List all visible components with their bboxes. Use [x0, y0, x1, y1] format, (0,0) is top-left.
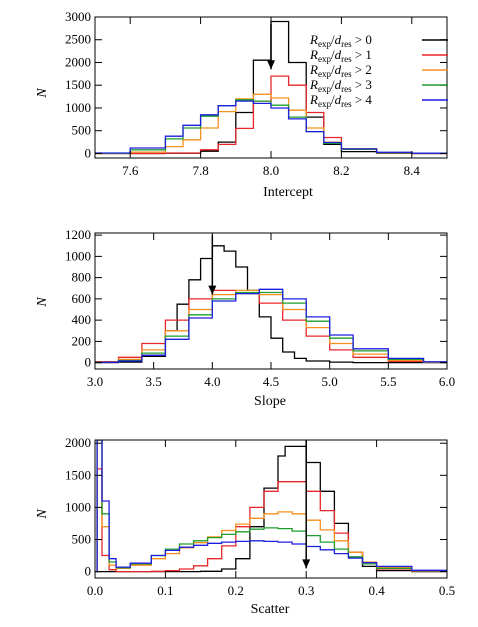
slope-series-0 — [95, 245, 447, 364]
legend-entry: Rexp/dres > 4 — [309, 92, 448, 109]
legend-label: Rexp/dres > 2 — [309, 62, 372, 79]
slope-x-axis-title: Slope — [254, 394, 286, 409]
scatter-x-tick-label: 0.2 — [228, 583, 244, 598]
scatter-plot-frame — [94, 439, 448, 579]
legend-entry: Rexp/dres > 2 — [309, 62, 448, 79]
slope-x-tick-label: 4.0 — [204, 374, 220, 389]
scatter-y-tick-label: 1500 — [65, 467, 91, 482]
slope-arrow-layer — [208, 235, 217, 295]
slope-y-tick-label: 1200 — [65, 227, 91, 242]
scatter-y-tick-label: 0 — [85, 564, 92, 579]
slope-plot-frame — [94, 232, 448, 370]
scatter-series-3 — [95, 440, 447, 573]
intercept-y-tick-label: 1500 — [65, 77, 91, 92]
intercept-y-tick-label: 1000 — [65, 100, 91, 115]
scatter-arrow-layer — [302, 440, 311, 569]
scatter-series-4 — [95, 440, 447, 573]
legend-label: Rexp/dres > 1 — [309, 47, 372, 64]
intercept-series-1 — [95, 75, 447, 155]
legend-entry: Rexp/dres > 1 — [309, 47, 448, 64]
intercept-x-tick-label: 8.0 — [263, 163, 279, 178]
slope-panel: 3.0 3.5 4.0 4.5 5.0 5.5 6.0 0 200 400 600 800 1000 12… — [35, 227, 455, 409]
slope-x-tick-label: 5.5 — [380, 374, 396, 389]
legend-label: Rexp/dres > 0 — [309, 32, 372, 49]
intercept-y-axis-title: N — [35, 88, 50, 99]
scatter-x-axis-title: Scatter — [251, 602, 290, 617]
legend-entry: Rexp/dres > 3 — [309, 77, 448, 94]
slope-y-tick-label: 200 — [72, 333, 92, 348]
scatter-x-tick-label: 0.1 — [157, 583, 173, 598]
scatter-x-tick-label: 0.5 — [439, 583, 455, 598]
intercept-y-tick-label: 500 — [72, 123, 92, 138]
slope-x-tick-label: 6.0 — [439, 374, 455, 389]
intercept-x-tick-label: 8.4 — [404, 163, 421, 178]
legend-label: Rexp/dres > 3 — [309, 77, 372, 94]
slope-ticks-layer: 3.0 3.5 4.0 4.5 5.0 5.5 6.0 0 200 400 600 800 1000 12… — [65, 227, 455, 389]
intercept-x-tick-label: 7.8 — [192, 163, 208, 178]
legend-entry: Rexp/dres > 0 — [309, 32, 448, 49]
slope-series-4 — [95, 288, 447, 364]
slope-x-tick-label: 4.5 — [263, 374, 279, 389]
legend-label: Rexp/dres > 4 — [309, 92, 372, 109]
intercept-y-tick-label: 0 — [85, 145, 92, 160]
intercept-ticks-layer: 7.6 7.8 8.0 8.2 8.4 0 500 1000 1500 2000 2500 3000 — [65, 9, 447, 178]
scatter-series-2 — [95, 440, 447, 573]
slope-y-tick-label: 1000 — [65, 248, 91, 263]
intercept-series-4 — [95, 100, 447, 154]
intercept-y-tick-label: 2500 — [65, 32, 91, 47]
legend: Rexp/dres > 0 Rexp/dres > 1 Rexp/dres > … — [309, 32, 448, 109]
intercept-y-tick-label: 3000 — [65, 9, 91, 24]
scatter-x-tick-label: 0.3 — [298, 583, 314, 598]
scatter-y-tick-label: 500 — [72, 531, 92, 546]
intercept-panel: 7.6 7.8 8.0 8.2 8.4050010001500200025003000 … — [35, 9, 448, 200]
scatter-series-layer — [95, 440, 447, 573]
scatter-y-tick-label: 1000 — [65, 499, 91, 514]
scatter-series-1 — [95, 468, 447, 573]
slope-x-tick-label: 3.5 — [146, 374, 162, 389]
slope-y-tick-label: 800 — [72, 270, 92, 285]
scatter-y-tick-label: 2000 — [65, 435, 91, 450]
slope-arrow-head — [208, 285, 217, 295]
scatter-x-tick-label: 0.4 — [368, 583, 385, 598]
slope-series-layer — [95, 245, 447, 364]
scatter-series-0 — [95, 445, 447, 573]
scatter-y-axis-title: N — [35, 509, 50, 520]
scatter-arrow-head — [302, 559, 311, 569]
slope-y-tick-label: 400 — [72, 312, 92, 327]
slope-y-tick-label: 0 — [85, 355, 92, 370]
intercept-arrow-head — [267, 60, 275, 70]
intercept-arrow-layer — [267, 23, 275, 70]
intercept-x-tick-label: 7.6 — [122, 163, 139, 178]
intercept-x-tick-label: 8.2 — [333, 163, 349, 178]
scatter-ticks-layer: 0.0 0.1 0.2 0.3 0.4 0.5 0 500 1000 1500 2000 — [65, 435, 455, 598]
intercept-x-axis-title: Intercept — [263, 185, 313, 200]
slope-x-tick-label: 5.0 — [322, 374, 338, 389]
slope-y-axis-title: N — [35, 297, 50, 308]
scatter-x-tick-label: 0.0 — [87, 583, 103, 598]
slope-y-tick-label: 600 — [72, 291, 92, 306]
scatter-panel: 0.0 0.1 0.2 0.3 0.4 0.5 0 500 1000 1500 2000 Scatt… — [35, 435, 455, 617]
intercept-y-tick-label: 2000 — [65, 54, 91, 69]
slope-x-tick-label: 3.0 — [87, 374, 103, 389]
